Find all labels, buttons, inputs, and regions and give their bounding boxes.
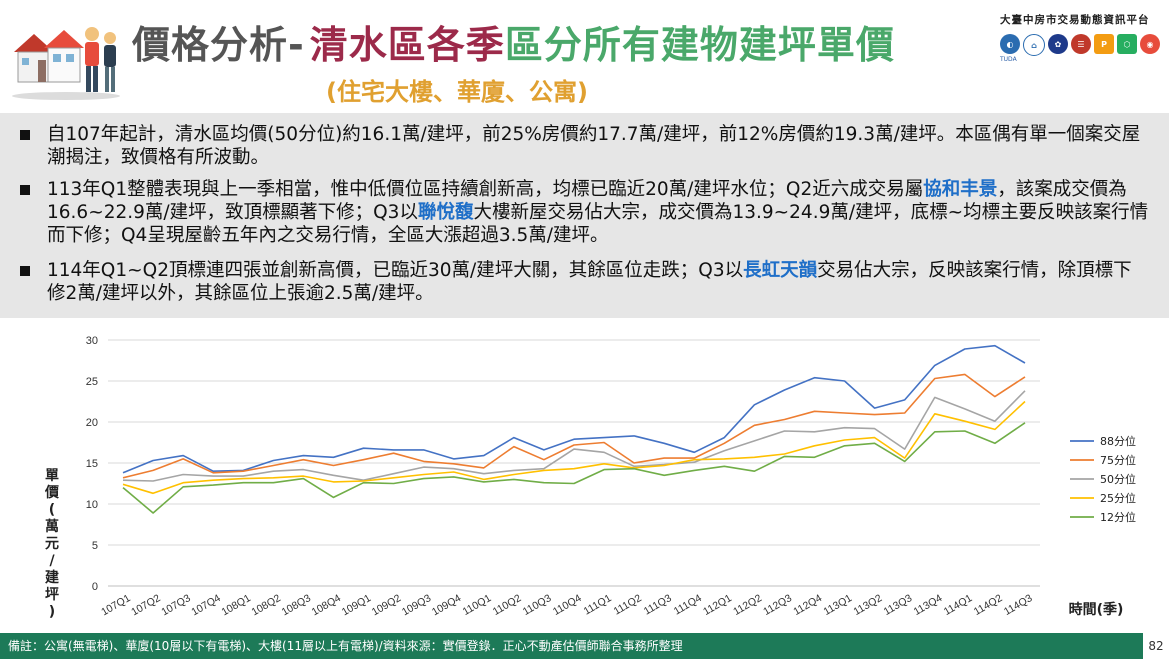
page-title: 價格分析 - 清水區各季 區分所有建物建坪單價 xyxy=(132,14,895,74)
price-line-chart: 051015202530107Q1107Q2107Q3107Q4108Q1108… xyxy=(44,335,1136,620)
bureau-logo-icon: ◉ xyxy=(1140,34,1160,54)
x-tick-label: 112Q2 xyxy=(731,592,764,618)
highlight-project-name: 協和丰景 xyxy=(923,179,998,200)
x-tick-label: 110Q3 xyxy=(521,592,554,618)
bullet-text: 114年Q1~Q2頂標連四張並創新高價，已臨近30萬/建坪大關，其餘區位走跌；Q… xyxy=(47,259,1150,305)
y-axis-title-char: 元 xyxy=(45,536,59,552)
x-tick-label: 113Q2 xyxy=(852,592,885,618)
highlight-project-name: 聯悅馥 xyxy=(417,202,474,223)
y-axis-title-char: 價 xyxy=(44,484,60,501)
bullet-item-1: 自107年起計，清水區均價(50分位)約16.1萬/建坪，前25%房價約17.7… xyxy=(20,123,1150,169)
y-axis-title-char: ( xyxy=(49,502,55,518)
x-tick-label: 110Q1 xyxy=(461,592,494,618)
bullet-text-part: 114年Q1~Q2頂標連四張並創新高價，已臨近30萬/建坪大關，其餘區位走跌；Q… xyxy=(47,260,744,281)
bullet-square-icon xyxy=(20,130,30,140)
x-tick-label: 111Q1 xyxy=(582,592,614,617)
association-logo-icon: ✿ xyxy=(1048,34,1068,54)
bullet-text-part: 大樓新屋交易佔大宗，成交價為13.9~24.9萬/建坪，底標~均標主要反映該案行… xyxy=(47,202,1149,246)
x-tick-label: 107Q1 xyxy=(99,592,132,618)
bullet-text-part: 交易佔大宗，反映該案行情，除頂標下修2萬/建坪以外，其餘區位上張逾2.5萬/建坪… xyxy=(47,260,1132,304)
legend-label: 12分位 xyxy=(1100,510,1136,524)
footer-divider xyxy=(1140,633,1143,659)
x-tick-label: 112Q3 xyxy=(761,592,794,618)
legend-label: 50分位 xyxy=(1100,472,1136,486)
bullet-text-part: 113年Q1整體表現與上一季相當，惟中低價位區持續創新高，均標已臨近20萬/建坪… xyxy=(47,179,924,200)
x-tick-label: 107Q3 xyxy=(159,592,192,618)
x-tick-label: 112Q1 xyxy=(701,592,734,618)
y-tick-label: 5 xyxy=(92,540,98,552)
title-dash: - xyxy=(288,23,304,67)
bullet-square-icon xyxy=(20,185,30,195)
agency-logo-icon: ☰ xyxy=(1071,34,1091,54)
tuda-logo-icon: ◐ xyxy=(1000,34,1020,54)
bullet-text: 自107年起計，清水區均價(50分位)約16.1萬/建坪，前25%房價約17.7… xyxy=(47,124,1141,168)
bullet-square-icon xyxy=(20,266,30,276)
series-line xyxy=(122,344,1026,474)
government-logo-icon: ⌂ xyxy=(1023,34,1045,56)
x-tick-label: 107Q4 xyxy=(189,592,222,618)
x-tick-label: 109Q3 xyxy=(400,592,433,618)
bullet-text: 113年Q1整體表現與上一季相當，惟中低價位區持續創新高，均標已臨近20萬/建坪… xyxy=(47,178,1150,247)
x-tick-label: 108Q3 xyxy=(280,592,313,618)
x-tick-label: 109Q4 xyxy=(430,592,463,618)
y-axis-title-char: 單 xyxy=(45,468,59,484)
x-tick-label: 108Q4 xyxy=(310,592,343,618)
platform-name: 大臺中房市交易動態資訊平台 xyxy=(1000,14,1150,26)
slide-header: 價格分析 - 清水區各季 區分所有建物建坪單價 (住宅大樓、華廈、公寓) 大臺中… xyxy=(0,0,1169,112)
series-line xyxy=(122,400,1026,495)
y-tick-label: 0 xyxy=(92,581,98,593)
legend-label: 25分位 xyxy=(1100,491,1136,505)
y-tick-label: 20 xyxy=(86,417,98,429)
y-axis-title-char: 萬 xyxy=(45,518,59,535)
title-topic: 區分所有建物建坪單價 xyxy=(504,23,895,67)
partner-logos: ◐ ⌂ ✿ ☰ P ⬡ ◉ xyxy=(1000,34,1160,56)
series-line xyxy=(122,373,1026,479)
x-tick-label: 110Q2 xyxy=(491,592,524,618)
y-tick-label: 25 xyxy=(86,376,98,388)
bullet-item-3: 114年Q1~Q2頂標連四張並創新高價，已臨近30萬/建坪大關，其餘區位走跌；Q… xyxy=(20,259,1150,305)
logo-caption: TUDA xyxy=(1000,56,1017,63)
y-tick-label: 15 xyxy=(86,458,98,470)
y-axis-title-char: 建 xyxy=(45,569,59,586)
partner-p-logo-icon: P xyxy=(1094,34,1114,54)
summary-bullets: 自107年起計，清水區均價(50分位)約16.1萬/建坪，前25%房價約17.7… xyxy=(0,113,1169,318)
series-line xyxy=(122,390,1026,482)
page-number: 82 xyxy=(1148,639,1164,653)
legend-label: 88分位 xyxy=(1100,434,1136,448)
x-tick-label: 111Q3 xyxy=(642,592,674,617)
x-tick-label: 109Q1 xyxy=(340,592,373,618)
x-tick-label: 109Q2 xyxy=(370,592,403,618)
x-tick-label: 111Q2 xyxy=(612,592,644,617)
x-tick-label: 108Q1 xyxy=(219,592,252,618)
title-district: 清水區各季 xyxy=(309,23,505,67)
bullet-text-part: ，該案成交價為16.6~22.9萬/建坪，致頂標顯著下修；Q3以 xyxy=(47,179,1127,223)
x-tick-label: 114Q2 xyxy=(972,592,1005,618)
x-tick-label: 112Q4 xyxy=(791,592,824,618)
hexagon-logo-icon: ⬡ xyxy=(1117,34,1137,54)
x-tick-label: 107Q2 xyxy=(129,592,162,618)
bullet-item-2: 113年Q1整體表現與上一季相當，惟中低價位區持續創新高，均標已臨近20萬/建坪… xyxy=(20,178,1150,247)
y-axis-title-char: 坪 xyxy=(45,587,59,603)
x-tick-label: 110Q4 xyxy=(551,592,584,618)
x-tick-label: 108Q2 xyxy=(250,592,283,618)
y-axis-title-char: / xyxy=(49,553,55,569)
highlight-project-name: 長虹天韻 xyxy=(743,260,818,281)
x-tick-label: 113Q4 xyxy=(912,592,945,618)
y-tick-label: 10 xyxy=(86,499,98,511)
house-family-illustration-icon xyxy=(12,27,120,100)
legend-label: 75分位 xyxy=(1100,453,1136,467)
x-tick-label: 114Q1 xyxy=(942,592,975,618)
x-tick-label: 113Q1 xyxy=(821,592,854,618)
title-main: 價格分析 xyxy=(132,23,289,67)
x-tick-label: 114Q3 xyxy=(1002,592,1035,618)
x-tick-label: 111Q4 xyxy=(672,592,704,617)
page-subtitle: (住宅大樓、華廈、公寓) xyxy=(326,78,588,106)
footer-note: 備註：公寓(無電梯)、華廈(10層以下有電梯)、大樓(11層以上有電梯)/資料來… xyxy=(0,633,1140,659)
x-tick-label: 113Q3 xyxy=(882,592,915,618)
x-axis-title: 時間(季) xyxy=(1069,601,1124,618)
y-tick-label: 30 xyxy=(86,335,98,347)
y-axis-title-char: ) xyxy=(49,604,55,620)
series-line xyxy=(122,422,1026,514)
